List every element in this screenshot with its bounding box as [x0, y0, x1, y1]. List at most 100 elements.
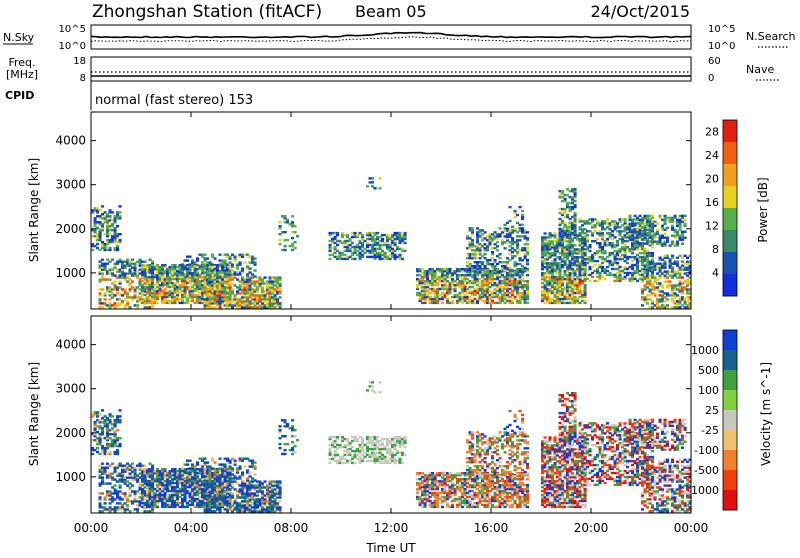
power-cell [684, 237, 687, 239]
power-cell [581, 280, 584, 282]
power-cell [294, 247, 297, 249]
power-cell [119, 205, 122, 207]
velocity-cell [119, 437, 122, 439]
power-cell [679, 272, 682, 274]
power-cell [521, 214, 524, 216]
power-cell [241, 267, 244, 269]
power-cell [614, 236, 617, 238]
power-cell [156, 302, 159, 304]
power-cell [254, 275, 257, 277]
power-cell [224, 259, 227, 261]
power-cell [526, 302, 529, 304]
power-cell [681, 243, 684, 245]
power-cell [521, 228, 524, 230]
power-cell [471, 239, 474, 241]
power-cell [566, 214, 569, 216]
power-cell [254, 257, 257, 259]
power-cell [684, 223, 687, 225]
velocity-cell [119, 415, 122, 417]
power-cell [189, 256, 192, 258]
velocity-cell [131, 484, 134, 486]
velocity-cell [119, 419, 122, 421]
power-cell [296, 235, 299, 237]
power-colorbar-swatch [723, 252, 737, 274]
power-cell [196, 271, 199, 273]
power-cell [521, 210, 524, 212]
power-cell [594, 264, 597, 266]
power-cell [151, 261, 154, 263]
power-cell [284, 249, 287, 251]
station-title: Zhongshan Station (fitACF) [92, 2, 322, 22]
power-cell [151, 304, 154, 306]
power-cell [164, 264, 167, 266]
power-cell [574, 188, 577, 190]
power-cell [294, 231, 297, 233]
power-cell [651, 252, 654, 254]
power-cell [96, 243, 99, 245]
power-cell [371, 177, 374, 179]
power-cell [446, 298, 449, 300]
freq-right-bottom-tick: 0 [708, 73, 714, 84]
power-cell [521, 224, 524, 226]
power-cell [591, 276, 594, 278]
y-tick-label: 4000 [55, 134, 86, 148]
power-cell [404, 242, 407, 244]
power-cell [499, 253, 502, 255]
nsky-left-top-tick: 10^5 [59, 24, 86, 35]
power-cell [574, 204, 577, 206]
power-cell [486, 269, 489, 271]
velocity-cell [119, 484, 122, 486]
velocity-cell [126, 504, 129, 506]
power-cell [674, 215, 677, 217]
power-cell [619, 266, 622, 268]
power-cell [254, 261, 257, 263]
velocity-cell [136, 508, 139, 510]
power-cell [586, 234, 589, 236]
power-cell [509, 236, 512, 238]
power-cell [384, 252, 387, 254]
power-cell [179, 271, 182, 273]
power-cell [671, 267, 674, 269]
power-cell [666, 227, 669, 229]
power-colorbar-tick: 20 [705, 173, 719, 186]
power-cell [291, 215, 294, 217]
power-cell [586, 238, 589, 240]
nsky-label: N.Sky [3, 31, 35, 44]
power-cell [651, 215, 654, 217]
power-cell [291, 221, 294, 223]
power-cell [131, 259, 134, 261]
power-cell [401, 258, 404, 260]
power-cell [129, 306, 132, 308]
power-cell [624, 218, 627, 220]
beam-label: Beam 05 [355, 2, 427, 21]
power-colorbar-tick: 4 [712, 267, 719, 280]
power-cell [589, 250, 592, 252]
power-cell [279, 239, 282, 241]
power-cell [286, 239, 289, 241]
velocity-cell [104, 502, 107, 504]
velocity-cell [109, 482, 112, 484]
power-cell [651, 246, 654, 248]
velocity-cell [151, 508, 154, 510]
cpid-label: CPID [5, 89, 34, 102]
power-cell [114, 280, 117, 282]
power-cell [109, 278, 112, 280]
power-cell [684, 215, 687, 217]
power-cell [231, 263, 234, 265]
power-cell [374, 187, 377, 189]
power-cell [526, 237, 529, 239]
power-cell [584, 284, 587, 286]
power-cell [279, 221, 282, 223]
power-cell [656, 229, 659, 231]
power-cell [136, 304, 139, 306]
velocity-cell [109, 419, 112, 421]
power-cell [99, 298, 102, 300]
nsky-right-bottom-tick: 10^0 [708, 41, 735, 52]
velocity-cell [114, 484, 117, 486]
power-cell [524, 267, 527, 269]
power-cell [234, 256, 237, 258]
power-cell [119, 211, 122, 213]
power-cell [119, 239, 122, 241]
power-cell [684, 231, 687, 233]
